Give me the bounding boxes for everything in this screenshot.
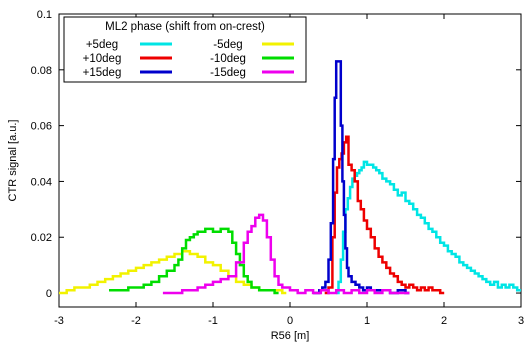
x-axis-label: R56 [m] xyxy=(271,330,310,342)
legend-item-label: -15deg xyxy=(210,67,246,79)
legend: ML2 phase (shift from on-crest) +5deg +10… xyxy=(63,16,307,83)
y-tick-label: 0 xyxy=(46,288,52,300)
series-line-15deg xyxy=(162,213,410,295)
x-tick-label: -3 xyxy=(54,315,64,327)
y-tick-label: 0.02 xyxy=(31,232,52,244)
legend-item-label: +15deg xyxy=(83,67,122,79)
y-axis-label: CTR signal [a.u.] xyxy=(7,120,19,202)
axis-ticks: -3 -2 -1 0 1 2 3 0 0.02 0.04 0.06 0.08 0.1 xyxy=(31,9,524,327)
series-line-5deg xyxy=(336,160,521,295)
legend-item-label: +10deg xyxy=(83,53,122,65)
x-tick-label: 1 xyxy=(364,315,370,327)
x-tick-label: 3 xyxy=(518,315,524,327)
y-tick-label: 0.1 xyxy=(37,9,52,21)
y-tick-label: 0.04 xyxy=(31,176,52,188)
x-tick-label: 0 xyxy=(287,315,293,327)
x-tick-label: -1 xyxy=(208,315,218,327)
series-group xyxy=(59,60,521,295)
legend-item-label: -5deg xyxy=(213,39,242,51)
series-line-5deg xyxy=(59,249,287,295)
y-tick-label: 0.06 xyxy=(31,121,52,133)
legend-item-label: +5deg xyxy=(86,39,118,51)
legend-title: ML2 phase (shift from on-crest) xyxy=(105,21,265,33)
y-tick-label: 0.08 xyxy=(31,65,52,77)
legend-item-label: -10deg xyxy=(210,53,246,65)
x-tick-label: 2 xyxy=(441,315,447,327)
series-line-15deg xyxy=(313,60,410,295)
series-line-10deg xyxy=(109,227,279,295)
x-tick-label: -2 xyxy=(131,315,141,327)
